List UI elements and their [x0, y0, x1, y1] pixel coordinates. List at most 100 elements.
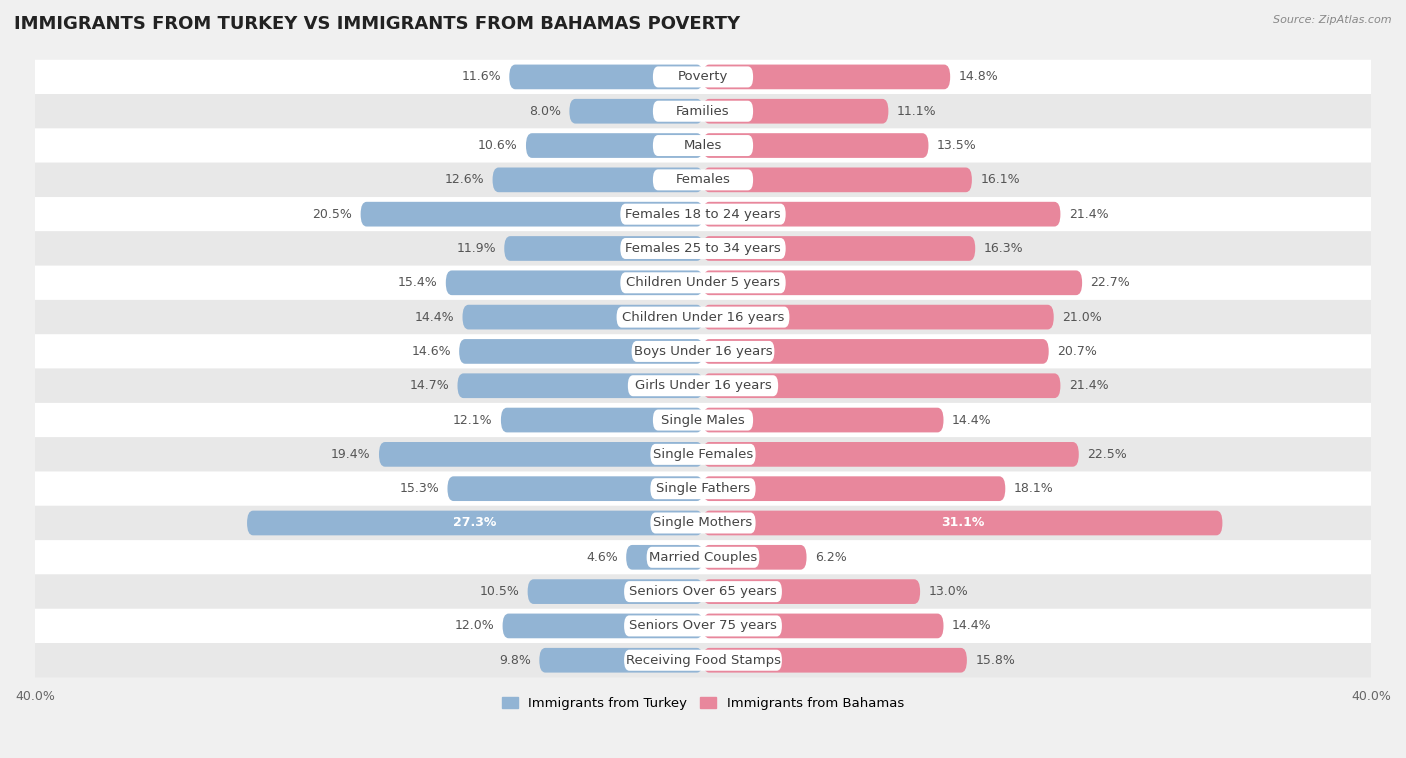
FancyBboxPatch shape	[703, 64, 950, 89]
Text: 19.4%: 19.4%	[330, 448, 371, 461]
Text: Females 25 to 34 years: Females 25 to 34 years	[626, 242, 780, 255]
FancyBboxPatch shape	[652, 67, 754, 87]
FancyBboxPatch shape	[652, 409, 754, 431]
FancyBboxPatch shape	[35, 128, 1371, 163]
FancyBboxPatch shape	[35, 265, 1371, 300]
FancyBboxPatch shape	[35, 506, 1371, 540]
FancyBboxPatch shape	[703, 511, 1222, 535]
FancyBboxPatch shape	[647, 547, 759, 568]
Text: 12.0%: 12.0%	[454, 619, 495, 632]
FancyBboxPatch shape	[35, 334, 1371, 368]
FancyBboxPatch shape	[446, 271, 703, 295]
Text: Children Under 5 years: Children Under 5 years	[626, 277, 780, 290]
Text: 14.4%: 14.4%	[952, 414, 991, 427]
FancyBboxPatch shape	[651, 512, 755, 534]
Text: 15.4%: 15.4%	[398, 277, 437, 290]
FancyBboxPatch shape	[526, 133, 703, 158]
FancyBboxPatch shape	[447, 476, 703, 501]
FancyBboxPatch shape	[35, 300, 1371, 334]
FancyBboxPatch shape	[617, 306, 789, 327]
FancyBboxPatch shape	[626, 545, 703, 570]
FancyBboxPatch shape	[652, 135, 754, 156]
FancyBboxPatch shape	[505, 236, 703, 261]
FancyBboxPatch shape	[501, 408, 703, 432]
Text: 20.7%: 20.7%	[1057, 345, 1097, 358]
FancyBboxPatch shape	[703, 408, 943, 432]
FancyBboxPatch shape	[703, 271, 1083, 295]
Text: 22.7%: 22.7%	[1091, 277, 1130, 290]
Text: 20.5%: 20.5%	[312, 208, 353, 221]
Text: Single Females: Single Females	[652, 448, 754, 461]
FancyBboxPatch shape	[652, 169, 754, 190]
Text: Single Fathers: Single Fathers	[657, 482, 749, 495]
FancyBboxPatch shape	[527, 579, 703, 604]
Text: 21.4%: 21.4%	[1069, 379, 1108, 392]
FancyBboxPatch shape	[703, 579, 920, 604]
Text: Boys Under 16 years: Boys Under 16 years	[634, 345, 772, 358]
FancyBboxPatch shape	[703, 236, 976, 261]
FancyBboxPatch shape	[463, 305, 703, 330]
FancyBboxPatch shape	[380, 442, 703, 467]
FancyBboxPatch shape	[492, 168, 703, 193]
Text: IMMIGRANTS FROM TURKEY VS IMMIGRANTS FROM BAHAMAS POVERTY: IMMIGRANTS FROM TURKEY VS IMMIGRANTS FRO…	[14, 15, 740, 33]
FancyBboxPatch shape	[624, 615, 782, 637]
FancyBboxPatch shape	[703, 202, 1060, 227]
Text: Single Males: Single Males	[661, 414, 745, 427]
FancyBboxPatch shape	[624, 581, 782, 602]
Text: Girls Under 16 years: Girls Under 16 years	[634, 379, 772, 392]
Text: 21.0%: 21.0%	[1062, 311, 1102, 324]
FancyBboxPatch shape	[652, 101, 754, 122]
Text: Source: ZipAtlas.com: Source: ZipAtlas.com	[1274, 15, 1392, 25]
Text: Married Couples: Married Couples	[650, 551, 756, 564]
FancyBboxPatch shape	[35, 94, 1371, 128]
FancyBboxPatch shape	[651, 444, 755, 465]
FancyBboxPatch shape	[35, 575, 1371, 609]
FancyBboxPatch shape	[35, 643, 1371, 678]
FancyBboxPatch shape	[703, 339, 1049, 364]
FancyBboxPatch shape	[509, 64, 703, 89]
FancyBboxPatch shape	[651, 478, 755, 500]
FancyBboxPatch shape	[703, 613, 943, 638]
FancyBboxPatch shape	[631, 341, 775, 362]
Text: 14.7%: 14.7%	[409, 379, 449, 392]
Text: 14.4%: 14.4%	[952, 619, 991, 632]
FancyBboxPatch shape	[703, 99, 889, 124]
Text: Males: Males	[683, 139, 723, 152]
Text: 10.6%: 10.6%	[478, 139, 517, 152]
Text: Females: Females	[675, 174, 731, 186]
Text: 6.2%: 6.2%	[815, 551, 846, 564]
FancyBboxPatch shape	[540, 648, 703, 672]
Text: Seniors Over 65 years: Seniors Over 65 years	[628, 585, 778, 598]
FancyBboxPatch shape	[35, 60, 1371, 94]
FancyBboxPatch shape	[247, 511, 703, 535]
FancyBboxPatch shape	[703, 648, 967, 672]
FancyBboxPatch shape	[628, 375, 778, 396]
Text: 12.1%: 12.1%	[453, 414, 492, 427]
Text: 11.1%: 11.1%	[897, 105, 936, 117]
Text: 12.6%: 12.6%	[444, 174, 484, 186]
Text: Receiving Food Stamps: Receiving Food Stamps	[626, 653, 780, 667]
Text: Children Under 16 years: Children Under 16 years	[621, 311, 785, 324]
Text: 4.6%: 4.6%	[586, 551, 617, 564]
FancyBboxPatch shape	[502, 613, 703, 638]
Text: 16.1%: 16.1%	[980, 174, 1019, 186]
FancyBboxPatch shape	[35, 231, 1371, 265]
Text: 21.4%: 21.4%	[1069, 208, 1108, 221]
Text: 27.3%: 27.3%	[453, 516, 496, 530]
FancyBboxPatch shape	[457, 374, 703, 398]
FancyBboxPatch shape	[35, 471, 1371, 506]
FancyBboxPatch shape	[620, 238, 786, 259]
Text: 8.0%: 8.0%	[529, 105, 561, 117]
FancyBboxPatch shape	[35, 540, 1371, 575]
Text: 18.1%: 18.1%	[1014, 482, 1053, 495]
FancyBboxPatch shape	[703, 305, 1053, 330]
FancyBboxPatch shape	[35, 163, 1371, 197]
FancyBboxPatch shape	[460, 339, 703, 364]
Text: 15.8%: 15.8%	[976, 653, 1015, 667]
Text: 10.5%: 10.5%	[479, 585, 519, 598]
Text: Families: Families	[676, 105, 730, 117]
Text: 14.6%: 14.6%	[411, 345, 451, 358]
Text: Females 18 to 24 years: Females 18 to 24 years	[626, 208, 780, 221]
FancyBboxPatch shape	[35, 368, 1371, 403]
Legend: Immigrants from Turkey, Immigrants from Bahamas: Immigrants from Turkey, Immigrants from …	[496, 692, 910, 716]
